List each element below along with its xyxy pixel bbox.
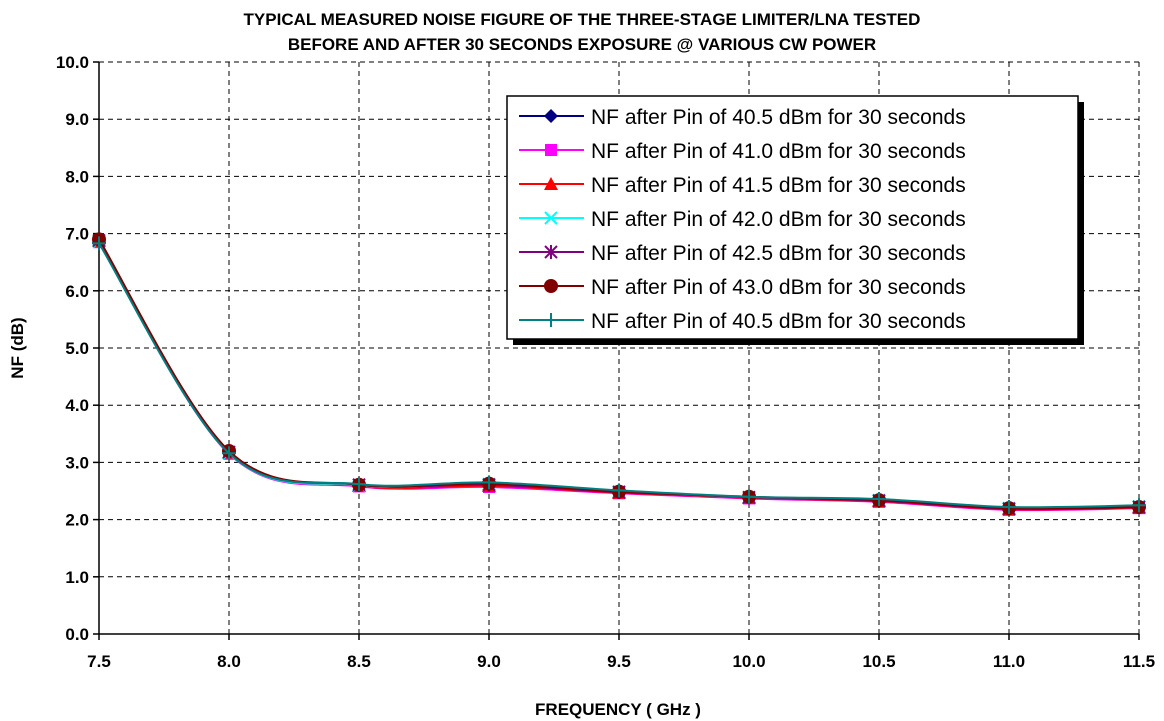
- x-tick-label: 9.0: [477, 652, 501, 671]
- legend-item: NF after Pin of 42.5 dBm for 30 seconds: [519, 242, 966, 265]
- data-series: [92, 232, 1146, 517]
- x-tick-label: 7.5: [87, 652, 111, 671]
- legend-marker: [544, 211, 558, 225]
- legend-item: NF after Pin of 42.0 dBm for 30 seconds: [519, 208, 966, 231]
- data-point: [1002, 500, 1016, 515]
- data-point: [352, 477, 366, 492]
- x-tick-label: 10.0: [732, 652, 765, 671]
- legend-label: NF after Pin of 41.5 dBm for 30 seconds: [591, 174, 966, 197]
- series-line: [98, 242, 1140, 509]
- y-tick-label: 8.0: [65, 167, 89, 186]
- legend-label: NF after Pin of 43.0 dBm for 30 seconds: [591, 276, 966, 299]
- y-tick-label: 3.0: [65, 453, 89, 472]
- legend-label: NF after Pin of 42.0 dBm for 30 seconds: [591, 208, 966, 231]
- series-7: [92, 236, 1146, 515]
- legend-item: NF after Pin of 41.0 dBm for 30 seconds: [519, 140, 966, 163]
- y-tick-label: 6.0: [65, 282, 89, 301]
- data-point: [482, 475, 496, 490]
- legend-item: NF after Pin of 40.5 dBm for 30 seconds: [519, 106, 966, 129]
- y-tick-label: 7.0: [65, 225, 89, 244]
- y-tick-label: 10.0: [56, 53, 89, 72]
- data-point: [872, 492, 886, 507]
- legend-label: NF after Pin of 40.5 dBm for 30 seconds: [591, 310, 966, 333]
- y-tick-label: 1.0: [65, 568, 89, 587]
- x-tick-label: 8.5: [347, 652, 371, 671]
- legend-label: NF after Pin of 41.0 dBm for 30 seconds: [591, 140, 966, 163]
- legend-item: NF after Pin of 41.5 dBm for 30 seconds: [519, 174, 966, 197]
- axes: [93, 61, 1140, 640]
- y-tick-label: 4.0: [65, 396, 89, 415]
- x-axis-title: FREQUENCY ( GHz ): [535, 700, 701, 719]
- legend-marker: [545, 144, 557, 156]
- legend-marker: [544, 245, 558, 259]
- legend-marker: [544, 109, 558, 123]
- x-tick-label: 9.5: [607, 652, 631, 671]
- legend-item: NF after Pin of 40.5 dBm for 30 seconds: [519, 310, 966, 333]
- data-point: [1132, 498, 1146, 513]
- y-tick-label: 0.0: [65, 625, 89, 644]
- data-point: [92, 236, 106, 251]
- y-tick-label: 5.0: [65, 339, 89, 358]
- legend: NF after Pin of 40.5 dBm for 30 seconds N…: [506, 95, 1084, 345]
- x-tick-label: 8.0: [217, 652, 241, 671]
- legend-marker: [544, 279, 558, 293]
- data-point: [612, 483, 626, 498]
- x-tick-label: 11.0: [993, 652, 1025, 671]
- y-tick-label: 2.0: [65, 511, 89, 530]
- legend-box: [506, 95, 1079, 340]
- data-point: [222, 446, 236, 461]
- legend-label: NF after Pin of 42.5 dBm for 30 seconds: [591, 242, 966, 265]
- legend-item: NF after Pin of 43.0 dBm for 30 seconds: [519, 276, 966, 299]
- y-axis-title: NF (dB): [8, 317, 27, 378]
- legend-marker: [544, 177, 558, 190]
- legend-marker: [544, 313, 558, 327]
- tick-labels: 0.0 1.0 2.0 3.0 4.0 5.0 6.0 7.0 8.0 9.0 10.0 7.5 8.0…: [56, 53, 1155, 671]
- chart-title-line-2: BEFORE AND AFTER 30 SECONDS EXPOSURE @ V…: [288, 35, 876, 54]
- data-point: [742, 489, 756, 504]
- legend-label: NF after Pin of 40.5 dBm for 30 seconds: [591, 106, 966, 129]
- chart-title-line-1: TYPICAL MEASURED NOISE FIGURE OF THE THR…: [244, 10, 921, 29]
- x-tick-label: 10.5: [862, 652, 895, 671]
- x-tick-label: 11.5: [1123, 652, 1155, 671]
- y-tick-label: 9.0: [65, 110, 89, 129]
